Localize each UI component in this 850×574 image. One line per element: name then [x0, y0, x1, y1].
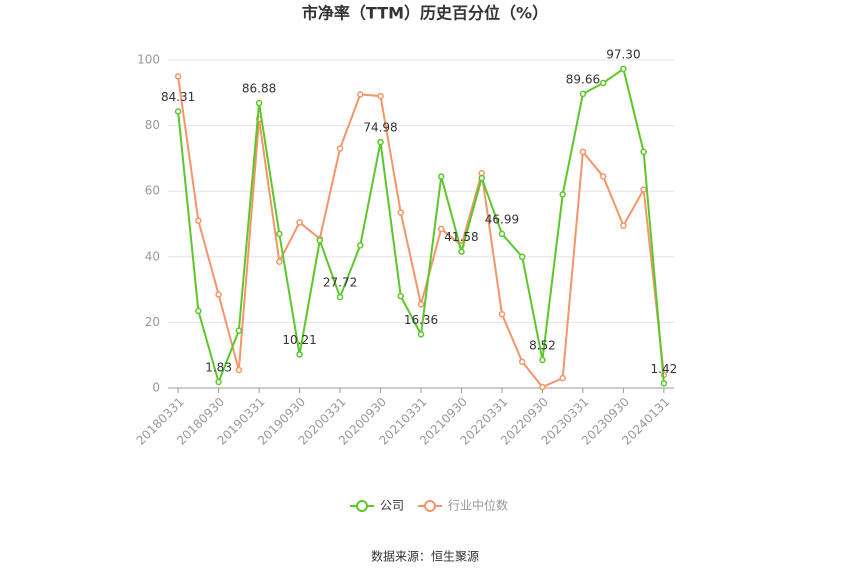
point — [417, 331, 425, 338]
legend-marker — [356, 500, 368, 512]
data-label: 1.83 — [205, 360, 232, 374]
data-label: 74.98 — [363, 121, 397, 135]
y-tick-label: 80 — [145, 118, 160, 132]
point — [437, 225, 445, 233]
legend-label: 公司 — [380, 499, 404, 513]
point — [599, 79, 607, 87]
point — [174, 73, 182, 80]
legend-marker — [424, 500, 436, 512]
point — [357, 242, 364, 249]
point — [498, 310, 506, 318]
point — [276, 258, 283, 265]
point — [498, 230, 506, 238]
point — [579, 90, 587, 98]
point — [518, 253, 526, 261]
point — [174, 108, 182, 115]
point — [235, 366, 243, 374]
point — [640, 186, 647, 193]
point — [599, 173, 607, 180]
point — [316, 237, 324, 244]
point — [336, 293, 344, 301]
point — [478, 174, 485, 182]
data-label: 89.66 — [566, 72, 600, 86]
point — [437, 173, 445, 180]
data-label: 86.88 — [242, 82, 276, 96]
point — [215, 378, 222, 386]
data-label: 27.72 — [323, 276, 357, 290]
point — [397, 292, 405, 300]
point — [559, 374, 566, 382]
point — [559, 191, 566, 198]
point — [417, 301, 425, 308]
point — [255, 99, 263, 107]
y-tick-label: 20 — [145, 315, 160, 329]
point — [195, 217, 202, 224]
data-label: 8.52 — [529, 339, 556, 353]
point — [458, 248, 465, 255]
data-label: 41.58 — [444, 230, 478, 244]
y-tick-label: 100 — [137, 53, 160, 67]
point — [215, 291, 222, 298]
y-tick-label: 0 — [152, 381, 160, 395]
data-label: 1.42 — [651, 362, 678, 376]
point — [377, 138, 384, 146]
point — [397, 209, 405, 216]
point — [276, 230, 283, 238]
point — [296, 351, 303, 358]
point — [620, 222, 627, 229]
point — [620, 65, 627, 73]
point — [660, 380, 668, 387]
y-tick-label: 40 — [145, 249, 160, 263]
data-label: 97.30 — [606, 47, 640, 61]
point — [377, 92, 384, 100]
point — [518, 358, 526, 366]
point — [235, 327, 243, 334]
point — [357, 91, 364, 98]
legend-label: 行业中位数 — [448, 498, 508, 513]
y-tick-label: 60 — [145, 184, 160, 198]
data-label: 46.99 — [485, 212, 519, 226]
chart-title: 市净率（TTM）历史百分位（%） — [302, 4, 548, 23]
point — [640, 148, 647, 156]
series-line — [177, 76, 665, 389]
point — [539, 383, 546, 391]
source: 数据来源：恒生聚源 — [371, 549, 479, 564]
point — [579, 148, 587, 156]
data-label: 10.21 — [282, 333, 316, 347]
data-label: 84.31 — [161, 90, 195, 104]
point — [336, 145, 344, 152]
point — [539, 356, 546, 364]
point — [195, 307, 202, 315]
point — [296, 219, 303, 226]
data-label: 16.36 — [404, 313, 438, 327]
